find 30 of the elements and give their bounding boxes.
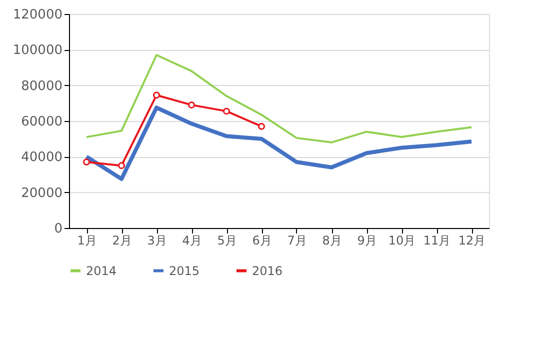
point	[223, 108, 230, 115]
line-series	[84, 106, 474, 181]
y-tick-label: 0	[54, 222, 62, 236]
point	[258, 122, 265, 130]
x-tick-label: 4月	[182, 234, 202, 248]
x-tick-label: 1月	[77, 234, 97, 248]
x-tick-label: 12月	[458, 234, 486, 248]
x-tick-label: 7月	[287, 234, 307, 248]
x-tick-label: 2月	[112, 234, 132, 248]
x-tick-label: 11月	[423, 234, 451, 248]
point	[153, 92, 160, 99]
line-series	[86, 54, 472, 144]
x-tick-label: 6月	[252, 234, 272, 248]
point	[188, 101, 195, 108]
x-tick-label: 3月	[147, 234, 167, 248]
x-tick-label: 10月	[388, 234, 416, 248]
y-tick-label: 40000	[21, 150, 62, 166]
point	[118, 162, 125, 170]
x-tick-label: 5月	[217, 234, 237, 248]
x-tick-label: 9月	[357, 234, 377, 248]
legend-label: 2015	[169, 264, 200, 278]
point	[83, 158, 90, 166]
y-tick-label: 80000	[21, 78, 62, 94]
legend-label: 2014	[86, 264, 117, 278]
y-tick-label: 60000	[21, 114, 62, 130]
y-tick-label: 120000	[12, 8, 62, 22]
x-tick-label: 8月	[322, 234, 342, 248]
y-tick-label: 20000	[21, 186, 62, 201]
legend-label: 2016	[252, 264, 283, 278]
y-tick-label: 100000	[12, 43, 62, 58]
